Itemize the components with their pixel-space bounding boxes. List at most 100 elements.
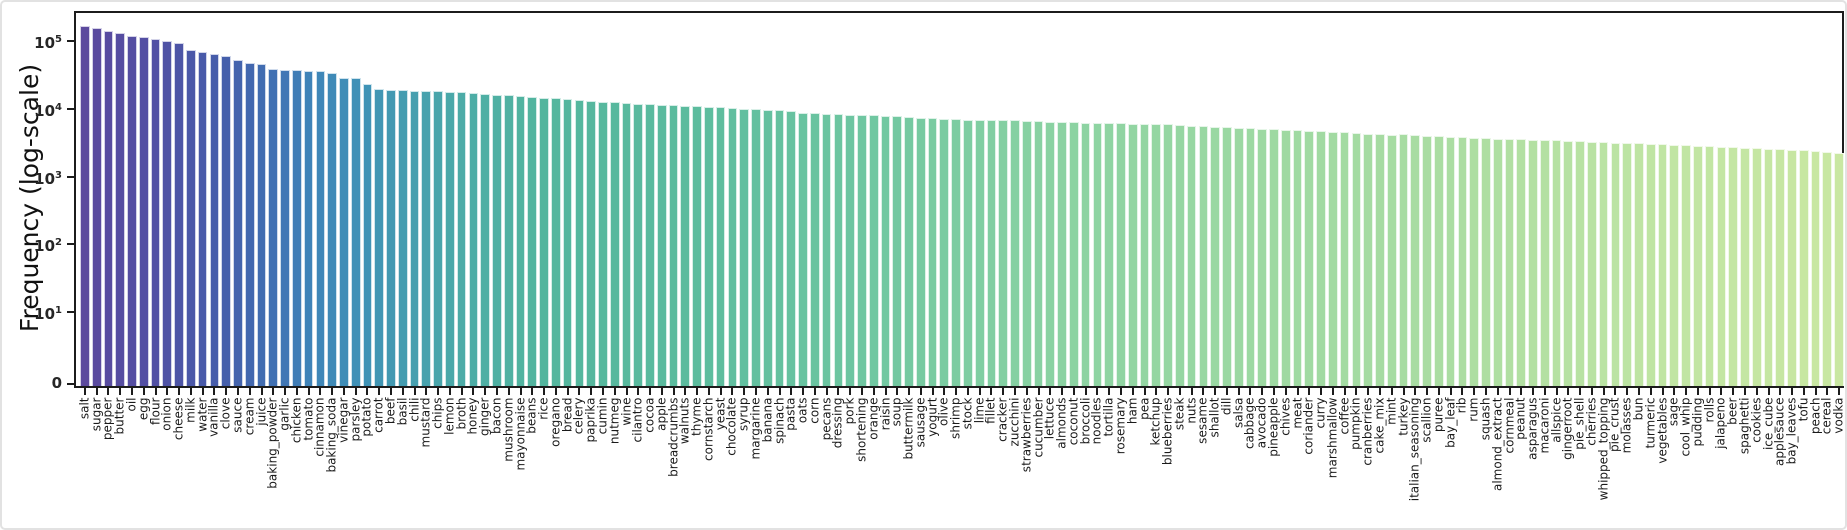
x-tick-mark [342,388,345,395]
bar-dill [1222,127,1232,386]
x-tick-mark [1543,388,1546,395]
x-tick-mark [1520,388,1523,395]
x-tick-mark [413,388,416,395]
x-tick-mark [601,388,604,395]
x-tick-mark [1155,388,1158,395]
bar-egg [138,36,149,386]
bar-blueberries [1163,124,1173,386]
x-tick-mark [1590,388,1593,395]
bar-syrup [739,108,750,386]
bar-molasses [1622,142,1633,386]
bar-sugar [91,28,102,386]
bar-coffee [1339,132,1350,386]
x-tick-mark [1496,388,1499,395]
x-tick-mark [1743,388,1746,395]
bar-margarine [751,109,761,386]
y-tick-label: 102 [34,237,62,256]
bar-parsley [350,78,361,386]
x-tick-mark [472,388,475,395]
x-tick-mark [790,388,793,395]
bar-cracker [998,120,1009,386]
x-tick-mark [1673,388,1676,395]
bar-yeast [715,107,726,386]
bar-bun [1634,143,1644,386]
bar-spinach [774,110,785,386]
bar-milk [185,50,196,386]
x-tick-mark [1532,388,1534,395]
bar-baking_soda [327,72,337,386]
bar-mustard [421,90,432,386]
bar-salsa [1233,127,1244,386]
x-tick-mark [95,388,98,395]
bar-italian_seasoning [1410,134,1421,386]
x-tick-mark [1791,388,1793,395]
bar-cream [244,63,255,386]
y-tick-label: 104 [34,101,62,120]
x-tick-mark [1555,388,1558,395]
x-tick-mark [1579,388,1582,395]
x-tick-mark [955,388,958,395]
bar-bacon [492,94,502,386]
bar-wine [621,102,632,386]
x-tick-mark [1661,388,1664,395]
bar-almond_extract [1492,138,1503,386]
x-tick-mark [437,388,440,395]
bar-cumin [598,101,608,386]
x-tick-mark [142,388,145,395]
bar-asparagus [1528,139,1538,386]
bar-steak [1174,125,1185,386]
y-tick-mark [67,311,74,313]
x-tick-mark [1708,388,1711,395]
bar-pudding [1692,145,1703,386]
x-tick-mark [919,388,922,395]
bar-tortilla [1104,123,1115,386]
bar-peach [1810,151,1821,386]
x-tick-mark [178,388,181,395]
x-tick-mark [213,388,216,395]
x-tick-mark [978,388,981,395]
x-tick-mark [131,388,133,395]
x-tick-mark [507,388,510,395]
x-tick-mark [354,388,357,395]
plot-area [74,11,1844,388]
bar-spaghetti [1740,147,1750,386]
x-tick-mark [578,388,581,395]
bar-chives [1280,129,1291,386]
bar-strawberries [1021,120,1032,386]
bar-buttermilk [904,117,914,386]
x-tick-mark [496,388,498,395]
x-tick-mark [519,388,522,395]
bar-carrot [374,88,385,386]
x-tick-mark [390,388,392,395]
bar-flour [150,38,161,386]
bar-cabbage [1245,128,1256,386]
x-tick-mark [225,388,228,395]
y-tick-mark [67,40,74,42]
x-tick-mark [1473,388,1476,395]
bar-ketchup [1151,123,1162,386]
bar-pineapple [1269,129,1279,386]
x-tick-mark [1025,388,1028,395]
bar-cookies [1751,148,1762,386]
x-tick-mark [1367,388,1370,395]
bar-nutmeg [609,102,620,386]
x-tick-mark [566,388,569,395]
x-tick-mark [166,388,169,395]
bar-stock [963,119,973,386]
x-tick-mark [896,388,899,395]
x-tick-mark [484,388,487,395]
x-tick-mark [849,388,852,395]
bar-jalapeno [1716,146,1727,386]
x-tick-mark [307,388,310,395]
bar-bay_leaves [1787,149,1797,386]
x-tick-mark [554,388,557,395]
x-tick-mark [1014,388,1016,395]
bar-lemon [445,91,455,386]
bar-turkey [1398,134,1409,386]
bar-rib [1457,137,1468,386]
bar-pepper [103,31,114,386]
x-tick-mark [860,388,863,395]
bar-rice [539,97,549,386]
bar-applesauce [1775,149,1786,386]
x-tick-mark [1779,388,1782,395]
